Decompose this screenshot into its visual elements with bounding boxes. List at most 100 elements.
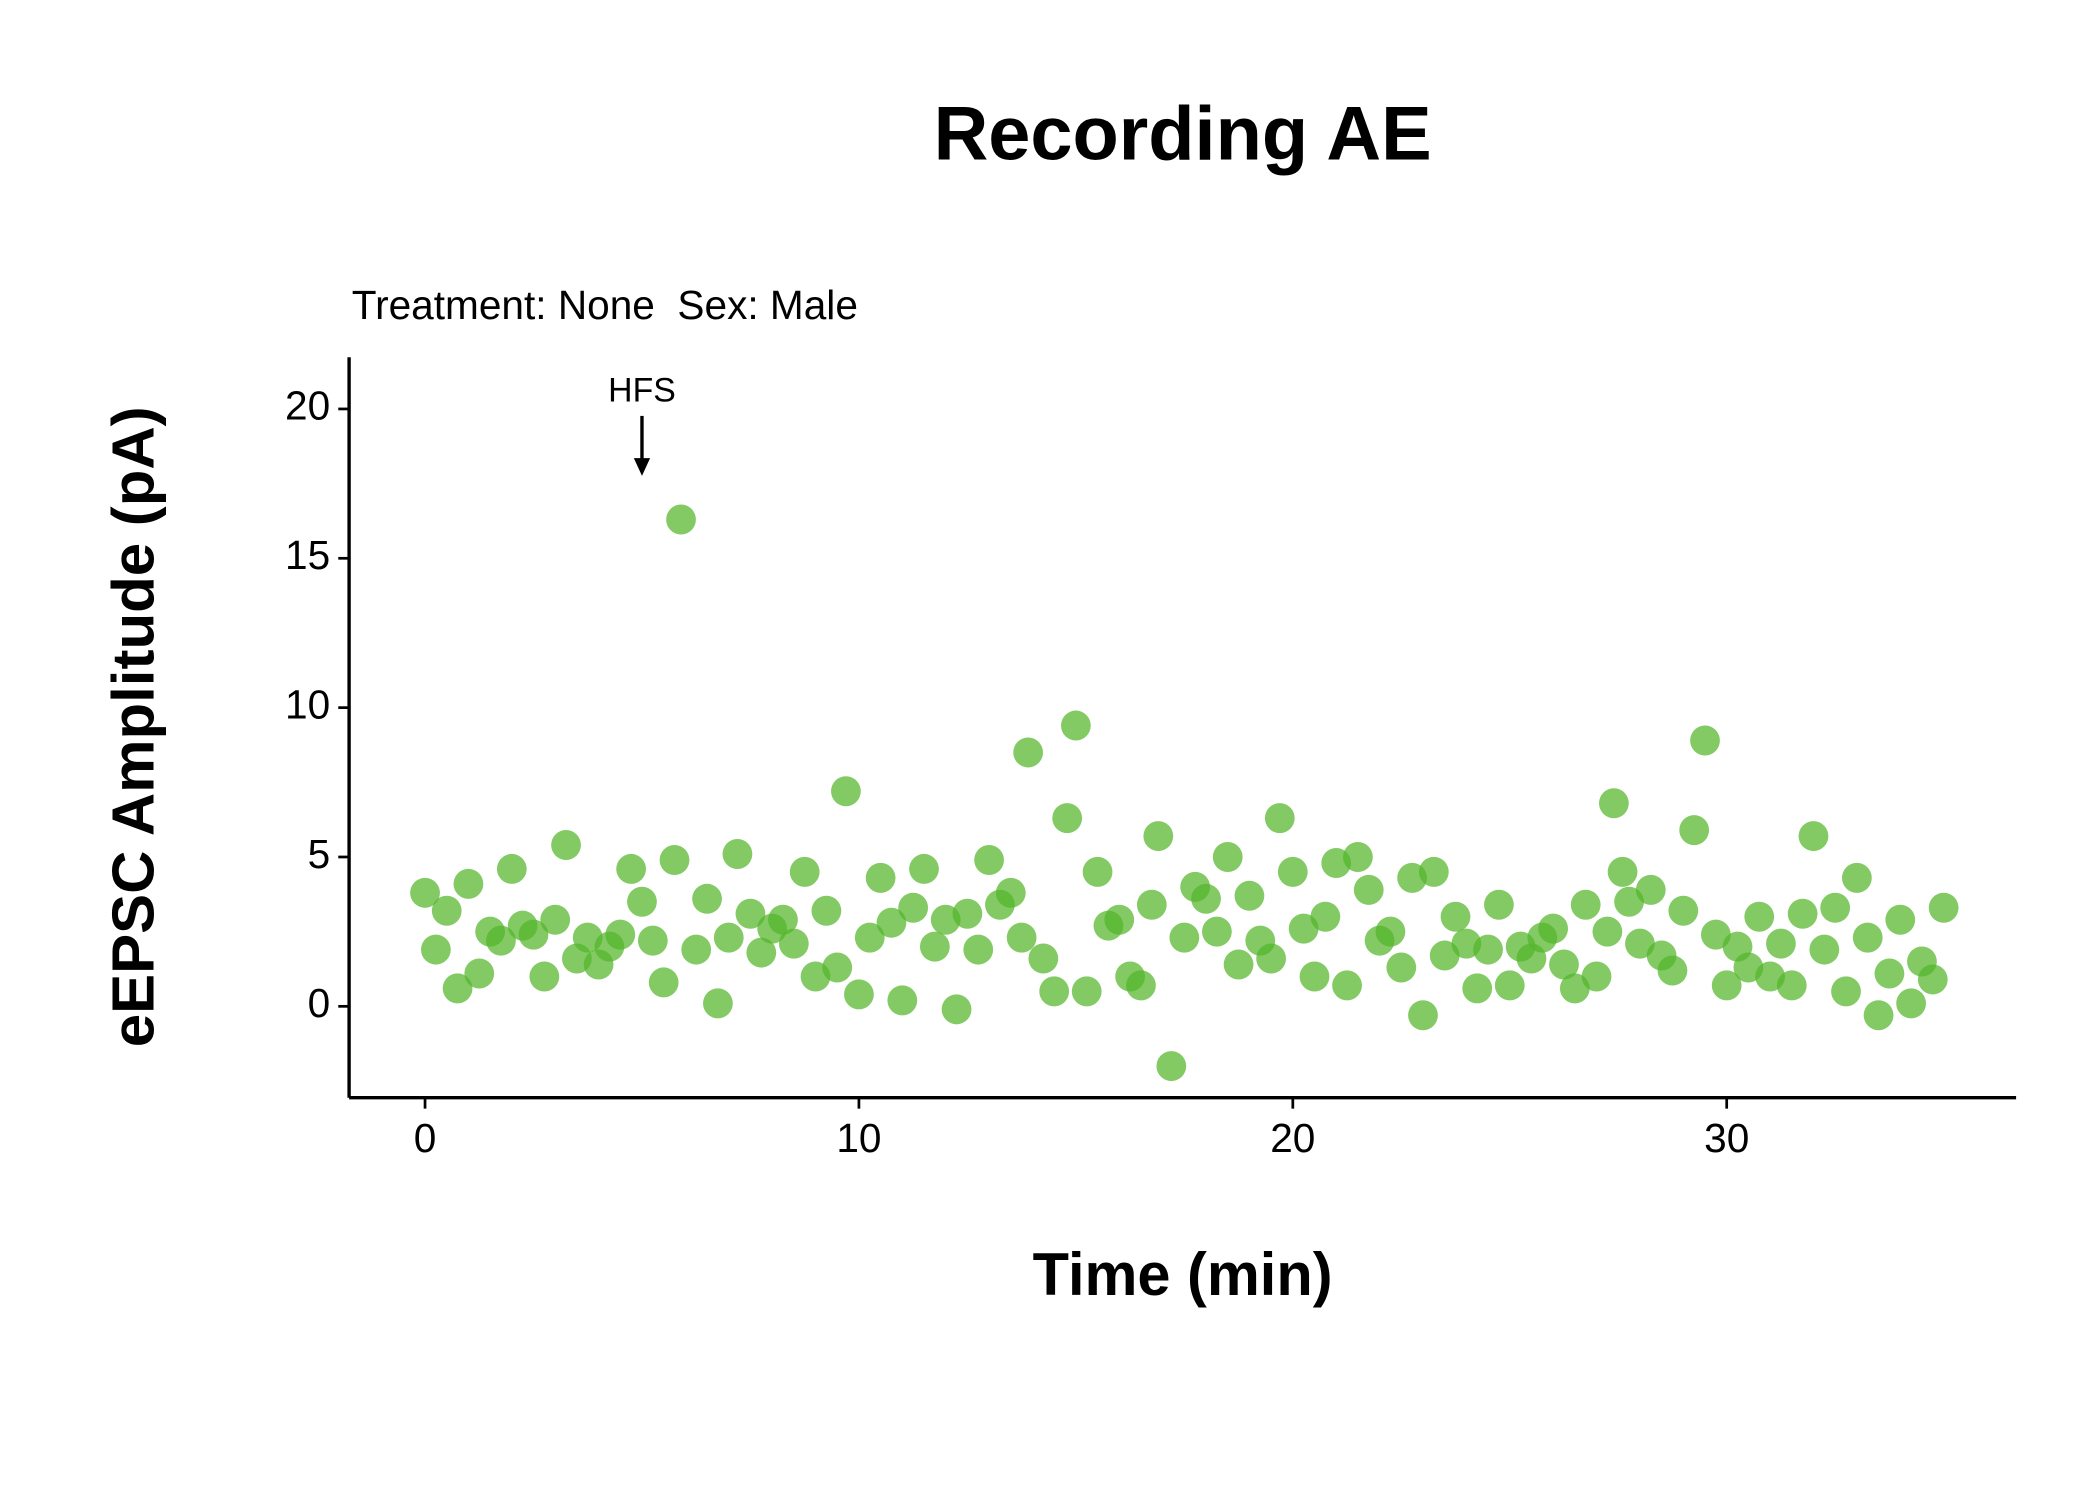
- point: [1809, 934, 1840, 965]
- point: [778, 928, 809, 959]
- point: [1028, 943, 1059, 974]
- point: [746, 937, 777, 968]
- point: [1494, 970, 1525, 1001]
- point: [1711, 970, 1742, 1001]
- point: [464, 958, 495, 989]
- point: [919, 931, 950, 962]
- y-axis-label: eEPSC Amplitude (pA): [100, 406, 167, 1047]
- y-tick-label: 0: [308, 980, 331, 1026]
- point: [831, 776, 861, 807]
- point: [995, 877, 1026, 908]
- point: [941, 994, 972, 1025]
- point: [551, 830, 581, 861]
- point: [627, 886, 657, 917]
- point: [1917, 964, 1948, 995]
- point: [540, 904, 571, 935]
- point: [1766, 928, 1796, 959]
- point: [1201, 916, 1232, 947]
- point: [1538, 913, 1569, 944]
- point: [713, 922, 744, 953]
- point: [1831, 976, 1861, 1007]
- point: [1874, 958, 1905, 989]
- point: [1223, 949, 1254, 980]
- point: [1191, 883, 1221, 914]
- point: [1896, 988, 1926, 1019]
- point: [1039, 976, 1070, 1007]
- x-tick-label: 30: [1704, 1115, 1749, 1161]
- point: [1592, 916, 1623, 947]
- point: [1690, 725, 1720, 756]
- point: [1679, 815, 1710, 846]
- point: [768, 904, 798, 935]
- point: [865, 862, 896, 893]
- point: [952, 898, 983, 929]
- point: [1852, 922, 1883, 953]
- point: [1599, 788, 1629, 819]
- y-tick-label: 10: [285, 681, 330, 727]
- x-tick-label: 10: [836, 1115, 881, 1161]
- point: [1212, 841, 1243, 872]
- point: [1440, 901, 1471, 932]
- point: [909, 853, 939, 884]
- point: [811, 895, 842, 926]
- y-tick-label: 5: [308, 831, 331, 877]
- y-tick-label: 15: [285, 532, 330, 578]
- point: [666, 504, 696, 535]
- point: [1060, 710, 1091, 741]
- point: [659, 844, 690, 875]
- point: [1473, 934, 1503, 965]
- point: [1744, 901, 1775, 932]
- point: [735, 898, 766, 929]
- y-tick-label: 20: [285, 383, 330, 429]
- point: [1581, 961, 1612, 992]
- point: [1787, 898, 1818, 929]
- point: [974, 844, 1004, 875]
- annotation-label: HFS: [608, 372, 676, 410]
- point: [486, 925, 516, 956]
- point: [1462, 973, 1493, 1004]
- point: [681, 934, 712, 965]
- point: [1549, 949, 1579, 980]
- point: [453, 868, 484, 899]
- point: [529, 961, 560, 992]
- point: [898, 892, 929, 923]
- point: [1143, 821, 1174, 852]
- chart-subtitle: Treatment: None Sex: Male: [352, 282, 858, 328]
- point: [410, 877, 440, 908]
- point: [1928, 892, 1959, 923]
- point: [518, 919, 549, 950]
- point: [1126, 970, 1156, 1001]
- point: [1798, 821, 1829, 852]
- point: [1256, 943, 1287, 974]
- point: [1418, 856, 1449, 887]
- point: [431, 895, 462, 926]
- point: [1310, 901, 1341, 932]
- point: [1820, 892, 1851, 923]
- point: [876, 907, 907, 938]
- point: [1625, 928, 1655, 959]
- point: [1082, 856, 1113, 887]
- point: [496, 853, 527, 884]
- point: [692, 883, 722, 914]
- point: [822, 952, 853, 983]
- point: [1607, 856, 1638, 887]
- x-axis-label: Time (min): [1033, 1241, 1333, 1308]
- point: [1288, 913, 1319, 944]
- point: [844, 979, 874, 1010]
- point: [1104, 904, 1135, 935]
- point: [1375, 916, 1406, 947]
- x-tick-label: 20: [1270, 1115, 1315, 1161]
- point: [1386, 952, 1417, 983]
- point: [637, 925, 668, 956]
- point: [1013, 737, 1044, 768]
- point: [1614, 886, 1644, 917]
- point: [1071, 976, 1102, 1007]
- x-tick-label: 0: [414, 1115, 437, 1161]
- point: [1052, 803, 1083, 834]
- point: [1408, 1000, 1438, 1031]
- point: [1429, 940, 1460, 971]
- point: [1156, 1051, 1187, 1082]
- point: [1332, 970, 1362, 1001]
- point: [1776, 970, 1807, 1001]
- point: [1700, 919, 1731, 950]
